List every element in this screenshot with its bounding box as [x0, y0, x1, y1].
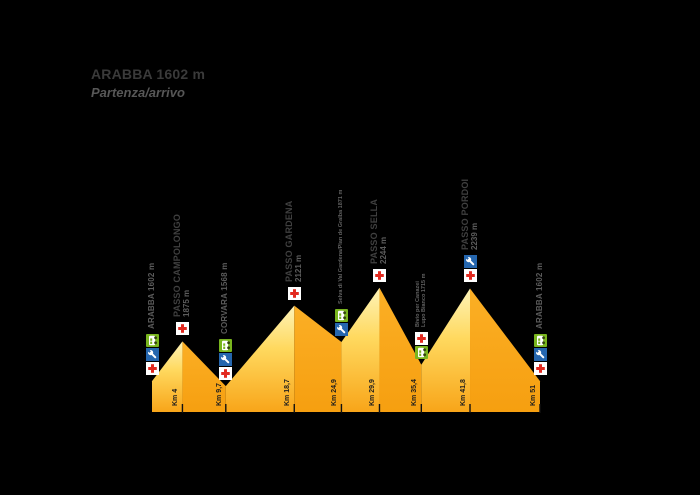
town-label: ARABBA 1602 m [534, 262, 545, 330]
profile-segment [379, 287, 422, 412]
profile-segment [182, 341, 226, 412]
medical-aid-icon [533, 362, 547, 376]
title-block: ARABBA 1602 m Partenza/arrivo [91, 66, 205, 100]
medical-aid-icon [145, 362, 159, 376]
km-label: Km 4 [172, 388, 180, 406]
start-finish-title: ARABBA 1602 m [91, 66, 206, 82]
town-label: ARABBA 1602 m [146, 262, 157, 330]
refreshment-bus-icon [414, 345, 428, 359]
medical-aid-icon [175, 322, 189, 336]
km-tick [293, 404, 295, 413]
label-line: 1875 m [181, 290, 191, 318]
km-tick [420, 404, 423, 413]
profile-segment [225, 305, 295, 412]
km-tick [340, 404, 343, 413]
mechanic-wrench-icon [463, 255, 477, 269]
label-line: Selva di Val Gardena/Plan de Gralba 1871… [338, 189, 345, 304]
km-tick [469, 404, 471, 413]
km-tick [225, 404, 227, 413]
mechanic-wrench-icon [219, 353, 233, 367]
km-label: Km 35,4 [411, 379, 419, 406]
medical-aid-icon [414, 331, 428, 345]
medical-aid-icon [287, 286, 301, 300]
mechanic-wrench-icon [145, 348, 159, 362]
label-line: ARABBA 1602 m [534, 262, 544, 330]
medical-aid-icon [372, 268, 386, 282]
km-label: Km 51 [530, 384, 537, 406]
label-line: 2244 m [378, 236, 388, 264]
profile-segment [470, 288, 540, 412]
label-line: ARABBA 1602 m [146, 262, 156, 330]
waypoint-label: Bivio per Canazei Lupo Bianco 1715 m [415, 273, 427, 327]
start-finish-subtitle: Partenza/arrivo [91, 85, 185, 100]
km-label: Km 29,9 [369, 379, 377, 406]
pass-label: PASSO GARDENA 2121 m [284, 200, 304, 282]
refreshment-bus-icon [219, 339, 233, 353]
profile-segment [341, 287, 380, 412]
pass-label: PASSO CAMPOLONGO 1875 m [172, 214, 192, 318]
pass-label: PASSO SELLA 2244 m [369, 199, 389, 264]
mechanic-wrench-icon [334, 323, 348, 336]
km-tick [181, 404, 184, 413]
label-line: 2239 m [469, 223, 479, 251]
medical-aid-icon [463, 269, 477, 283]
label-line: PASSO PORDOI [459, 179, 470, 251]
refreshment-bus-icon [145, 334, 159, 348]
label-line: Lupo Bianco 1715 m [421, 273, 428, 327]
label-line: 2121 m [293, 254, 303, 282]
refreshment-bus-icon [334, 309, 348, 322]
refreshment-bus-icon [533, 334, 547, 348]
km-label: Km 24,9 [331, 379, 339, 406]
label-line: CORVARA 1568 m [220, 262, 230, 335]
km-label: Km 18,7 [284, 379, 292, 406]
km-label: Km 9,7 [215, 383, 223, 406]
profile-segment [152, 341, 183, 412]
km-tick [539, 404, 541, 413]
profile-segment [294, 305, 342, 412]
mechanic-wrench-icon [533, 348, 547, 362]
profile-segment [421, 288, 471, 412]
km-tick [378, 404, 381, 413]
waypoint-label: Selva di Val Gardena/Plan de Gralba 1871… [338, 190, 344, 304]
pass-label: PASSO PORDOI 2239 m [459, 179, 480, 251]
km-label: Km 41,8 [460, 379, 467, 406]
medical-aid-icon [219, 367, 233, 381]
town-label: CORVARA 1568 m [220, 262, 230, 335]
